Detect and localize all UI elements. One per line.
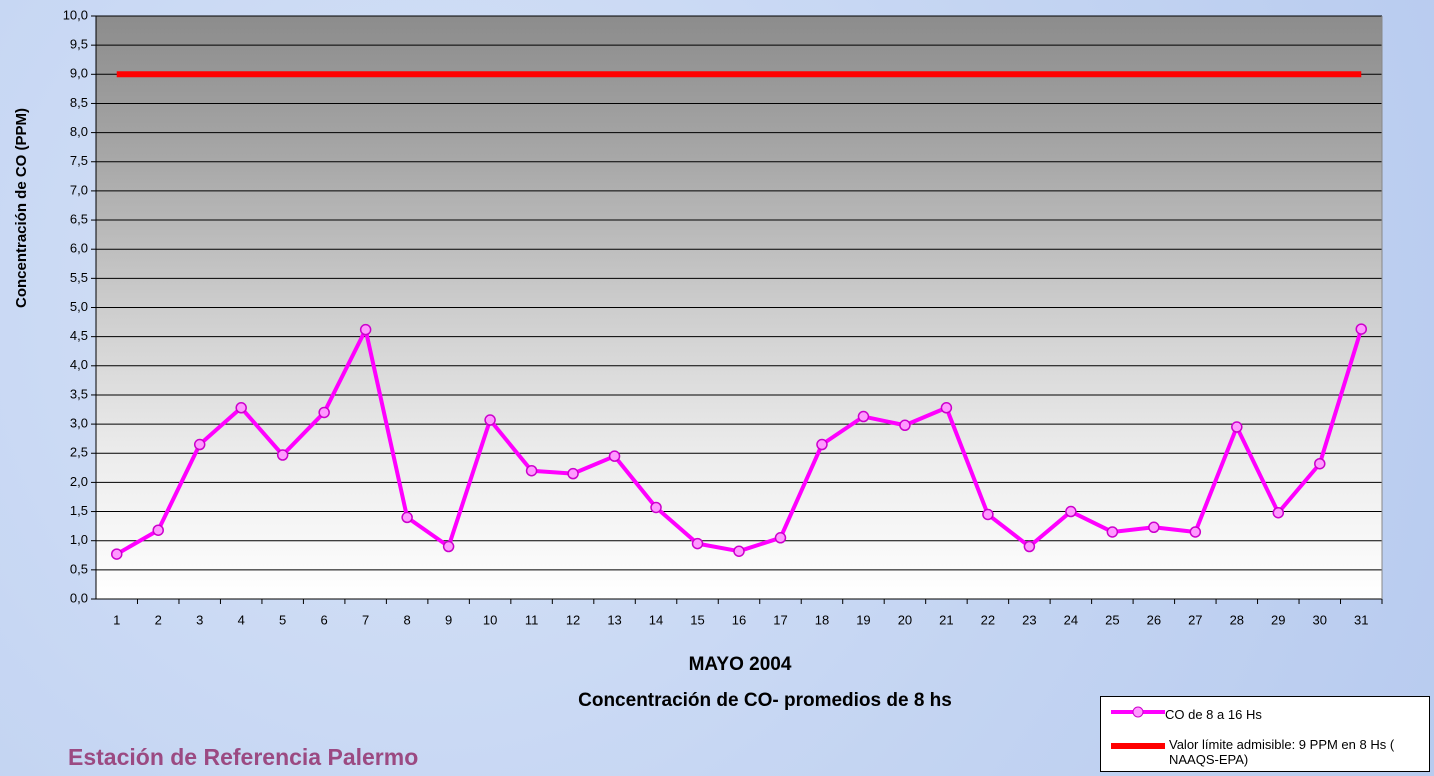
point-marker: [1148, 521, 1160, 534]
point-marker: [235, 402, 247, 414]
x-tick-label: 14: [649, 612, 663, 627]
y-tick-label: 2,0: [70, 474, 88, 489]
x-tick-label: 19: [856, 612, 870, 627]
x-tick-label: 23: [1022, 612, 1036, 627]
point-marker: [276, 449, 289, 461]
point-marker: [733, 545, 745, 557]
x-tick-label: 11: [525, 612, 539, 627]
y-tick-label: 7,5: [70, 153, 88, 168]
point-marker: [1189, 526, 1202, 538]
chart-title: MAYO 2004: [689, 654, 792, 675]
x-tick-label: 29: [1271, 612, 1285, 627]
legend-swatch: [1111, 706, 1165, 718]
x-tick-label: 28: [1230, 612, 1244, 627]
y-tick-label: 1,0: [70, 532, 88, 547]
y-tick-label: 0,5: [70, 561, 88, 576]
y-tick-label: 5,5: [70, 270, 88, 285]
point-marker: [774, 532, 787, 544]
y-tick-label: 9,5: [70, 37, 88, 52]
point-marker: [1231, 421, 1243, 433]
y-tick-label: 10,0: [63, 7, 88, 22]
legend-label: Valor límite admisible: 9 PPM en 8 Hs ( …: [1169, 737, 1395, 767]
x-tick-label: 9: [445, 612, 452, 627]
legend: CO de 8 a 16 Hs Valor límite admisible: 9…: [1100, 696, 1430, 772]
x-tick-label: 13: [607, 612, 621, 627]
y-tick-label: 2,5: [70, 445, 88, 460]
y-tick-label: 5,0: [70, 299, 88, 314]
legend-label: CO de 8 a 16 Hs: [1165, 706, 1262, 722]
x-tick-label: 6: [321, 612, 328, 627]
x-tick-label: 26: [1147, 612, 1161, 627]
x-tick-label: 8: [404, 612, 411, 627]
footer-text: Estación de Referencia Palermo: [68, 744, 418, 770]
x-tick-label: 10: [483, 612, 497, 627]
y-tick-label: 8,5: [70, 95, 88, 110]
point-marker: [484, 414, 496, 426]
point-marker: [1023, 540, 1036, 553]
point-marker: [691, 537, 704, 550]
point-marker: [110, 548, 123, 560]
x-tick-label: 25: [1105, 612, 1119, 627]
legend-item: CO de 8 a 16 Hs: [1101, 697, 1429, 731]
point-marker: [567, 467, 579, 480]
chart-subtitle: Concentración de CO- promedios de 8 hs: [578, 690, 952, 711]
x-tick-label: 30: [1313, 612, 1327, 627]
x-tick-label: 18: [815, 612, 829, 627]
x-tick-label: 24: [1064, 612, 1078, 627]
x-tick-label: 17: [773, 612, 787, 627]
x-tick-label: 27: [1188, 612, 1202, 627]
point-marker: [1314, 457, 1326, 470]
x-tick-label: 20: [898, 612, 912, 627]
y-tick-label: 7,0: [70, 182, 88, 197]
x-tick-label: 1: [113, 612, 120, 627]
x-tick-label: 2: [155, 612, 162, 627]
x-tick-label: 4: [238, 612, 245, 627]
point-marker: [608, 450, 621, 462]
point-marker: [359, 323, 372, 336]
point-marker: [442, 540, 455, 553]
point-marker: [940, 402, 953, 414]
x-tick-label: 21: [939, 612, 953, 627]
point-marker: [1272, 506, 1285, 519]
point-marker: [1355, 323, 1368, 335]
y-tick-label: 9,0: [70, 66, 88, 81]
x-tick-label: 15: [690, 612, 704, 627]
point-marker: [982, 508, 994, 521]
point-marker: [816, 438, 828, 451]
point-marker: [152, 524, 164, 536]
y-tick-label: 6,0: [70, 241, 88, 256]
point-marker: [1065, 505, 1077, 518]
point-marker: [857, 410, 870, 423]
legend-marker: [1132, 706, 1144, 718]
point-marker: [1106, 526, 1119, 538]
x-tick-label: 22: [981, 612, 995, 627]
y-tick-label: 3,0: [70, 416, 88, 431]
x-tick-label: 12: [566, 612, 580, 627]
point-marker: [899, 419, 911, 432]
y-tick-label: 4,0: [70, 357, 88, 372]
point-marker: [318, 406, 330, 419]
y-tick-label: 3,5: [70, 386, 88, 401]
y-tick-label: 1,5: [70, 503, 88, 518]
y-tick-label: 0,0: [70, 590, 88, 605]
y-tick-label: 4,5: [70, 328, 88, 343]
legend-swatch: [1111, 743, 1165, 749]
x-tick-label: 31: [1354, 612, 1368, 627]
x-tick-label: 7: [362, 612, 369, 627]
point-marker: [650, 501, 662, 514]
x-tick-label: 3: [196, 612, 203, 627]
point-marker: [401, 511, 413, 524]
y-tick-label: 8,0: [70, 124, 88, 139]
x-tick-label: 5: [279, 612, 286, 627]
series: [110, 323, 1368, 560]
x-tick-label: 16: [732, 612, 746, 627]
legend-item: Valor límite admisible: 9 PPM en 8 Hs ( …: [1101, 731, 1429, 771]
y-axis-title: Concentración de CO (PPM): [13, 108, 30, 308]
point-marker: [525, 464, 538, 477]
point-marker: [193, 438, 206, 451]
y-tick-label: 6,5: [70, 211, 88, 226]
